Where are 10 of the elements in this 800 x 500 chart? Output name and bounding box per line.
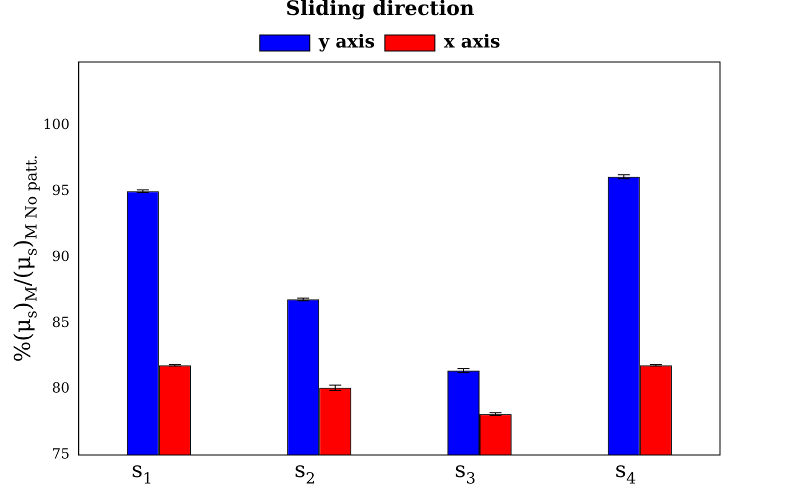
y-tick-label: 100 bbox=[42, 116, 70, 133]
legend-label: y axis bbox=[318, 32, 375, 53]
y-tick-label: 90 bbox=[52, 248, 70, 265]
y-tick-label: 75 bbox=[52, 446, 70, 463]
y-axis-title: %(μs)M/(μs)M No patt. bbox=[11, 154, 41, 362]
legend-title: Sliding direction bbox=[286, 0, 475, 20]
legend-label: x axis bbox=[444, 32, 500, 53]
y-tick-label: 85 bbox=[52, 314, 70, 331]
y-tick-label: 80 bbox=[52, 380, 70, 397]
y-tick-label: 95 bbox=[52, 182, 70, 199]
